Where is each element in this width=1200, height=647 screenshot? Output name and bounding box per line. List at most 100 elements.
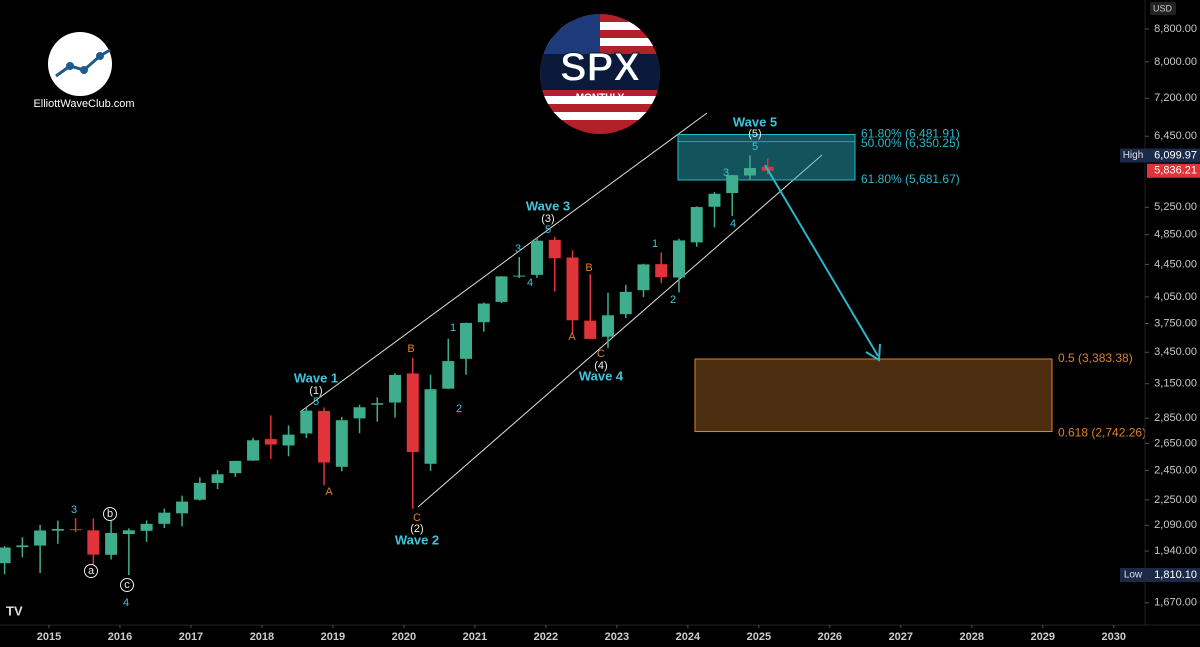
wave-label: (5)	[748, 128, 761, 140]
x-tick-label: 2020	[392, 631, 416, 643]
wave-label: 4	[730, 218, 736, 230]
candle-body	[655, 264, 668, 278]
candle-body	[264, 439, 277, 445]
candle-body	[389, 374, 402, 403]
price-name-badge	[1120, 567, 1147, 582]
y-tick-label: 4,850.00	[1154, 229, 1197, 241]
x-tick-label: 2016	[108, 631, 132, 643]
wave-label: B	[585, 262, 592, 274]
wave-label: 4	[123, 597, 129, 609]
candle-body	[0, 547, 11, 564]
wave-label: C	[413, 512, 421, 524]
plot-area: 61.80% (6,481.91)50.00% (6,350.25) 61.80%…	[0, 112, 1146, 609]
candle-body	[690, 207, 703, 243]
svg-text:TV: TV	[6, 603, 23, 618]
y-tick-label: 8,800.00	[1154, 23, 1197, 35]
wave-label: 5	[313, 396, 319, 408]
candle-body	[16, 545, 29, 548]
wave-label: 5	[545, 224, 551, 236]
candle-body	[601, 315, 614, 337]
wave-label: c	[124, 579, 130, 591]
x-tick-label: 2029	[1031, 631, 1055, 643]
candle-body	[637, 264, 650, 291]
candle-body	[353, 407, 366, 419]
y-tick-label: 3,750.00	[1154, 317, 1197, 329]
projection-arrow	[764, 164, 879, 357]
wave-label: 3	[723, 167, 729, 179]
price-axis: USD 8,800.00 8,000.00 7,200.00 6,450.00 5,25…	[1120, 0, 1200, 625]
logo-timeframe: MONTHLY	[576, 93, 625, 104]
target-box	[694, 358, 1053, 433]
candle-body	[34, 530, 47, 546]
brand-logo: ElliottWaveClub.com	[33, 32, 135, 110]
candle-body	[300, 410, 313, 434]
candle-body	[371, 403, 384, 405]
x-tick-label: 2026	[818, 631, 842, 643]
candle-body	[442, 361, 455, 389]
candle-body	[211, 474, 224, 483]
wave-label: Wave 4	[579, 368, 624, 383]
wave-label: C	[597, 348, 605, 360]
candle-body	[584, 320, 597, 339]
x-tick-label: 2019	[321, 631, 345, 643]
y-tick-label: 2,450.00	[1154, 464, 1197, 476]
wave-label: Wave 3	[526, 198, 570, 213]
candle-body	[566, 257, 579, 321]
wave-label: 2	[670, 294, 676, 306]
candle-body	[105, 533, 118, 555]
price-value: 6,099.97	[1154, 149, 1197, 161]
wave-label: 5	[752, 141, 758, 153]
price-value: 1,810.10	[1154, 569, 1197, 581]
wave-label: Wave 1	[294, 370, 338, 385]
y-tick-label: 5,250.00	[1154, 201, 1197, 213]
wave-label: 1	[652, 238, 658, 250]
candle-body	[548, 239, 561, 259]
wave-label: 1	[450, 322, 456, 334]
candle-body	[158, 512, 171, 524]
level-label: 0.618 (2,742.26)	[1058, 426, 1146, 440]
candle-body	[140, 523, 153, 531]
x-tick-label: 2025	[747, 631, 771, 643]
candle-body	[335, 420, 348, 467]
price-name: High	[1123, 150, 1144, 161]
currency-badge	[1150, 2, 1176, 15]
y-tick-label: 1,940.00	[1154, 545, 1197, 557]
candle-body	[619, 291, 632, 315]
level-label: 61.80% (5,681.67)	[861, 172, 960, 186]
candle-body	[51, 528, 64, 531]
wave-label: 3	[71, 504, 77, 516]
wave-label: b	[107, 508, 113, 520]
x-tick-label: 2022	[534, 631, 558, 643]
y-tick-label: 3,150.00	[1154, 378, 1197, 390]
candle-body	[87, 530, 100, 555]
candle-body	[406, 373, 419, 452]
y-tick-label: 1,670.00	[1154, 597, 1197, 609]
price-name-badge	[1120, 148, 1147, 163]
wave-label: (1)	[309, 385, 322, 397]
y-tick-label: 4,450.00	[1154, 258, 1197, 270]
price-axis-bg	[1145, 0, 1200, 625]
candle-body	[672, 240, 685, 278]
candle-body	[176, 501, 189, 514]
wave-label: B	[407, 343, 414, 355]
candle-body	[460, 322, 473, 359]
price-value: 5,836.21	[1154, 165, 1197, 177]
candle-body	[531, 240, 544, 275]
candle-body	[282, 434, 295, 446]
x-tick-label: 2027	[889, 631, 913, 643]
level-label: 61.80% (6,481.91)	[861, 127, 960, 141]
y-tick-label: 2,650.00	[1154, 437, 1197, 449]
wave-label: A	[568, 331, 576, 343]
arrow-head	[865, 343, 881, 362]
wave-circle	[84, 564, 98, 578]
spx-logo: SPX MONTHLY	[540, 14, 660, 134]
x-tick-label: 2024	[676, 631, 701, 643]
price-badge	[1147, 148, 1200, 163]
candle-body	[318, 410, 331, 463]
wave-label: Wave 5	[733, 114, 777, 129]
price-badge	[1147, 163, 1200, 178]
wave-circle	[103, 507, 117, 521]
wave-label: (2)	[410, 523, 423, 535]
price-name: Low	[1124, 570, 1143, 581]
